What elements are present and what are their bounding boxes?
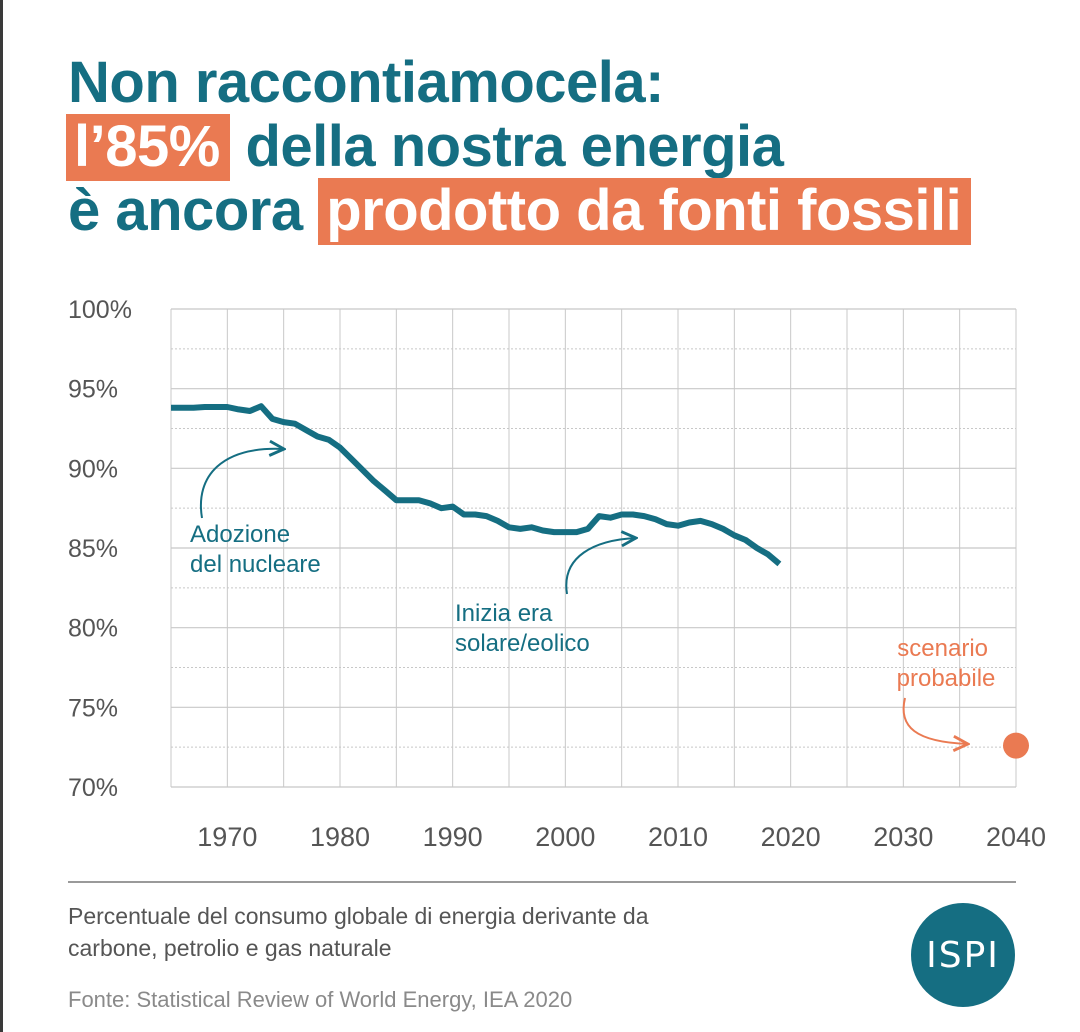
chart-series — [171, 403, 1029, 759]
headline-highlight-85: l’85% — [66, 114, 230, 181]
scenario-point-2040 — [1003, 732, 1029, 759]
annotation-scenario-label: scenario probabile — [897, 635, 996, 692]
y-tick-label-75: 75% — [68, 694, 118, 722]
headline-highlight-fossil: prodotto da fonti fossili — [318, 178, 972, 245]
x-tick-label-2020: 2020 — [761, 822, 821, 852]
x-tick-label-2000: 2000 — [535, 822, 595, 852]
headline-line-1: Non raccontiamocela: — [68, 50, 664, 115]
x-tick-label-2030: 2030 — [873, 822, 933, 852]
headline-line-3: è ancora prodotto da fonti fossili — [68, 178, 972, 245]
annotation-scenario: scenario probabile — [897, 635, 996, 744]
headline-line-2: l’85% della nostra energia — [66, 114, 971, 181]
y-axis-ticks: 100% 95% 90% 85% 80% 75% 70% — [68, 296, 132, 802]
y-tick-label-95: 95% — [68, 376, 118, 404]
x-tick-label-1970: 1970 — [197, 822, 257, 852]
annotation-renewables-label: Inizia era solare/eolico — [455, 600, 590, 657]
y-tick-label-90: 90% — [68, 455, 118, 483]
annotation-renewables-arrow — [565, 538, 636, 595]
left-frame-border — [0, 0, 3, 1032]
x-tick-label-2040: 2040 — [986, 822, 1046, 852]
headline: Non raccontiamocela: l’85% della nostra … — [66, 50, 972, 245]
x-tick-label-1990: 1990 — [423, 822, 483, 852]
fossil-share-chart: 100% 95% 90% 85% 80% 75% 70% 1970 1980 1990 2000 2… — [68, 296, 1046, 852]
footer-divider — [68, 881, 1016, 883]
annotation-nuclear-label: Adozione del nucleare — [190, 521, 321, 578]
y-tick-label-70: 70% — [68, 774, 118, 802]
series-line-fossil-share — [171, 403, 782, 567]
x-axis-ticks: 1970 1980 1990 2000 2010 2020 2030 2040 — [197, 822, 1046, 852]
annotation-scenario-arrow — [902, 697, 968, 744]
annotation-renewables: Inizia era solare/eolico — [455, 538, 636, 657]
x-tick-label-1980: 1980 — [310, 822, 370, 852]
y-tick-label-85: 85% — [68, 535, 118, 563]
source-note: Fonte: Statistical Review of World Energ… — [68, 987, 573, 1012]
headline-line-2-rest: della nostra energia — [229, 114, 784, 179]
x-tick-label-2010: 2010 — [648, 822, 708, 852]
chart-caption: Percentuale del consumo globale di energ… — [68, 903, 649, 961]
annotation-nuclear-arrow — [199, 449, 284, 519]
annotation-nuclear: Adozione del nucleare — [190, 449, 321, 578]
y-tick-label-100: 100% — [68, 296, 132, 324]
ispi-logo: ISPI — [911, 903, 1015, 1007]
y-tick-label-80: 80% — [68, 615, 118, 643]
headline-line-3-lead: è ancora — [68, 178, 319, 243]
